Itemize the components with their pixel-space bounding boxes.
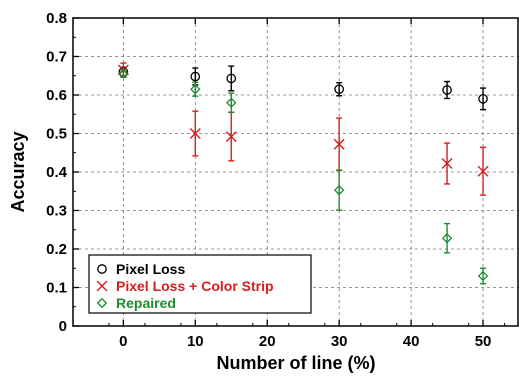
legend-marker — [96, 280, 108, 292]
y-axis-label: Accuracy — [8, 131, 28, 212]
legend-box — [88, 254, 312, 314]
data-point — [190, 84, 201, 95]
legend-marker — [96, 297, 108, 309]
data-point — [226, 73, 237, 84]
legend-label: Pixel Loss — [116, 261, 185, 277]
series-diamond — [118, 68, 489, 285]
x-marker-stroke — [333, 138, 345, 150]
x-tick-label: 40 — [403, 333, 420, 350]
x-marker-stroke — [189, 128, 201, 139]
x-marker-stroke — [477, 165, 489, 177]
x-tick-label: 10 — [187, 333, 204, 350]
y-tick-label: 0.7 — [46, 49, 67, 66]
x-marker-stroke — [225, 131, 237, 143]
data-point — [442, 85, 452, 95]
grid-layer — [73, 18, 519, 326]
data-point — [477, 270, 489, 282]
x-marker-stroke — [96, 280, 108, 292]
data-point — [334, 84, 345, 95]
data-point — [190, 71, 201, 82]
data-point — [226, 97, 237, 108]
legend-label: Repaired — [116, 295, 176, 311]
data-point — [477, 165, 489, 177]
data-point — [225, 131, 237, 143]
legend-marker — [97, 264, 107, 274]
y-tick-label: 0.6 — [46, 87, 67, 104]
x-tick-label: 20 — [259, 333, 276, 350]
data-point — [441, 158, 453, 170]
data-point — [189, 128, 201, 139]
data-point — [333, 184, 345, 196]
legend-label: Pixel Loss + Color Strip — [116, 278, 274, 294]
x-tick-label: 50 — [475, 333, 492, 350]
x-tick-label: 0 — [119, 333, 127, 350]
y-tick-label: 0.8 — [46, 10, 67, 27]
x-marker-stroke — [441, 158, 453, 170]
series-layer — [117, 62, 489, 285]
series-circle — [118, 65, 488, 111]
y-tick-label: 0.5 — [46, 126, 67, 143]
y-tick-label: 0.3 — [46, 203, 67, 220]
series-x — [117, 62, 489, 196]
data-point — [118, 68, 129, 79]
data-point — [441, 233, 453, 244]
data-point — [478, 94, 488, 104]
y-tick-label: 0.2 — [46, 241, 67, 258]
x-axis-label: Number of line (%) — [216, 353, 375, 373]
y-tick-label: 0.4 — [46, 164, 68, 181]
data-point — [333, 138, 345, 150]
axes-layer: 0 10 20 30 40 50 0 0.1 0.2 0.3 0.4 0.5 0.6 0.7 0.8 — [46, 10, 519, 350]
x-tick-label: 30 — [331, 333, 348, 350]
y-tick-label: 0.1 — [46, 280, 67, 297]
y-tick-label: 0 — [59, 318, 67, 335]
